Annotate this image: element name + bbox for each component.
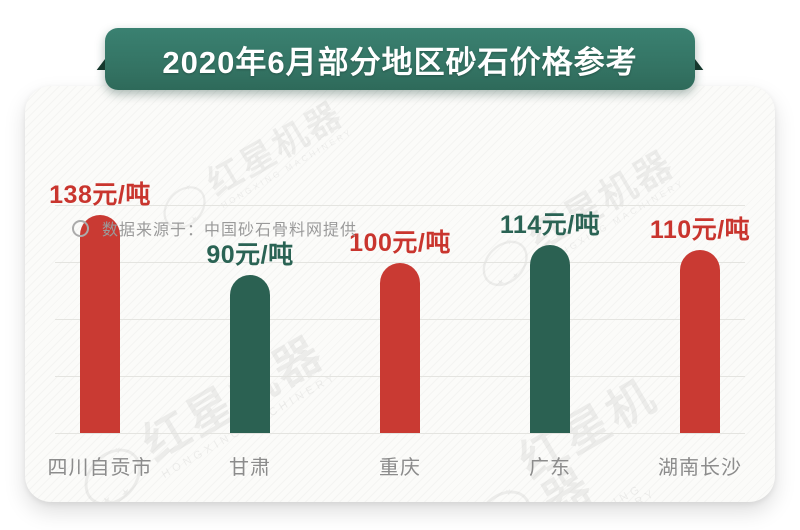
source-note: 数据来源于：中国砂石骨料网提供	[72, 216, 357, 240]
title-banner: 2020年6月部分地区砂石价格参考	[105, 28, 695, 90]
source-note-text: 数据来源于：中国砂石骨料网提供	[102, 222, 358, 239]
gridline	[55, 433, 745, 434]
bar-3	[380, 263, 420, 433]
axis-label: 四川自贡市	[47, 457, 153, 479]
bar-5	[680, 250, 720, 433]
circle-bullet-icon	[72, 219, 89, 237]
gridline	[55, 262, 745, 263]
value-label: 114元/吨	[499, 211, 601, 239]
page-title: 2020年6月部分地区砂石价格参考	[162, 44, 638, 80]
bar-1	[80, 215, 120, 433]
gridline	[55, 205, 745, 206]
bar-4	[530, 245, 570, 433]
value-label: 110元/吨	[649, 216, 751, 244]
axis-label: 湖南长沙	[658, 457, 742, 479]
chart-card: ★ ★ ★ 红星机器 HONGXING MACHINERY ★ ★ ★ 红星机器…	[25, 86, 775, 502]
bar-chart: 138元/吨四川自贡市 90元/吨甘肃 100元/吨重庆 114元/吨广东 110元/吨…	[25, 86, 775, 502]
axis-label: 重庆	[379, 457, 421, 479]
value-label: 100元/吨	[349, 229, 451, 257]
value-label: 90元/吨	[206, 241, 294, 269]
bar-2	[230, 275, 270, 433]
axis-label: 甘肃	[229, 457, 271, 479]
value-label: 138元/吨	[49, 181, 151, 209]
axis-label: 广东	[529, 457, 571, 479]
